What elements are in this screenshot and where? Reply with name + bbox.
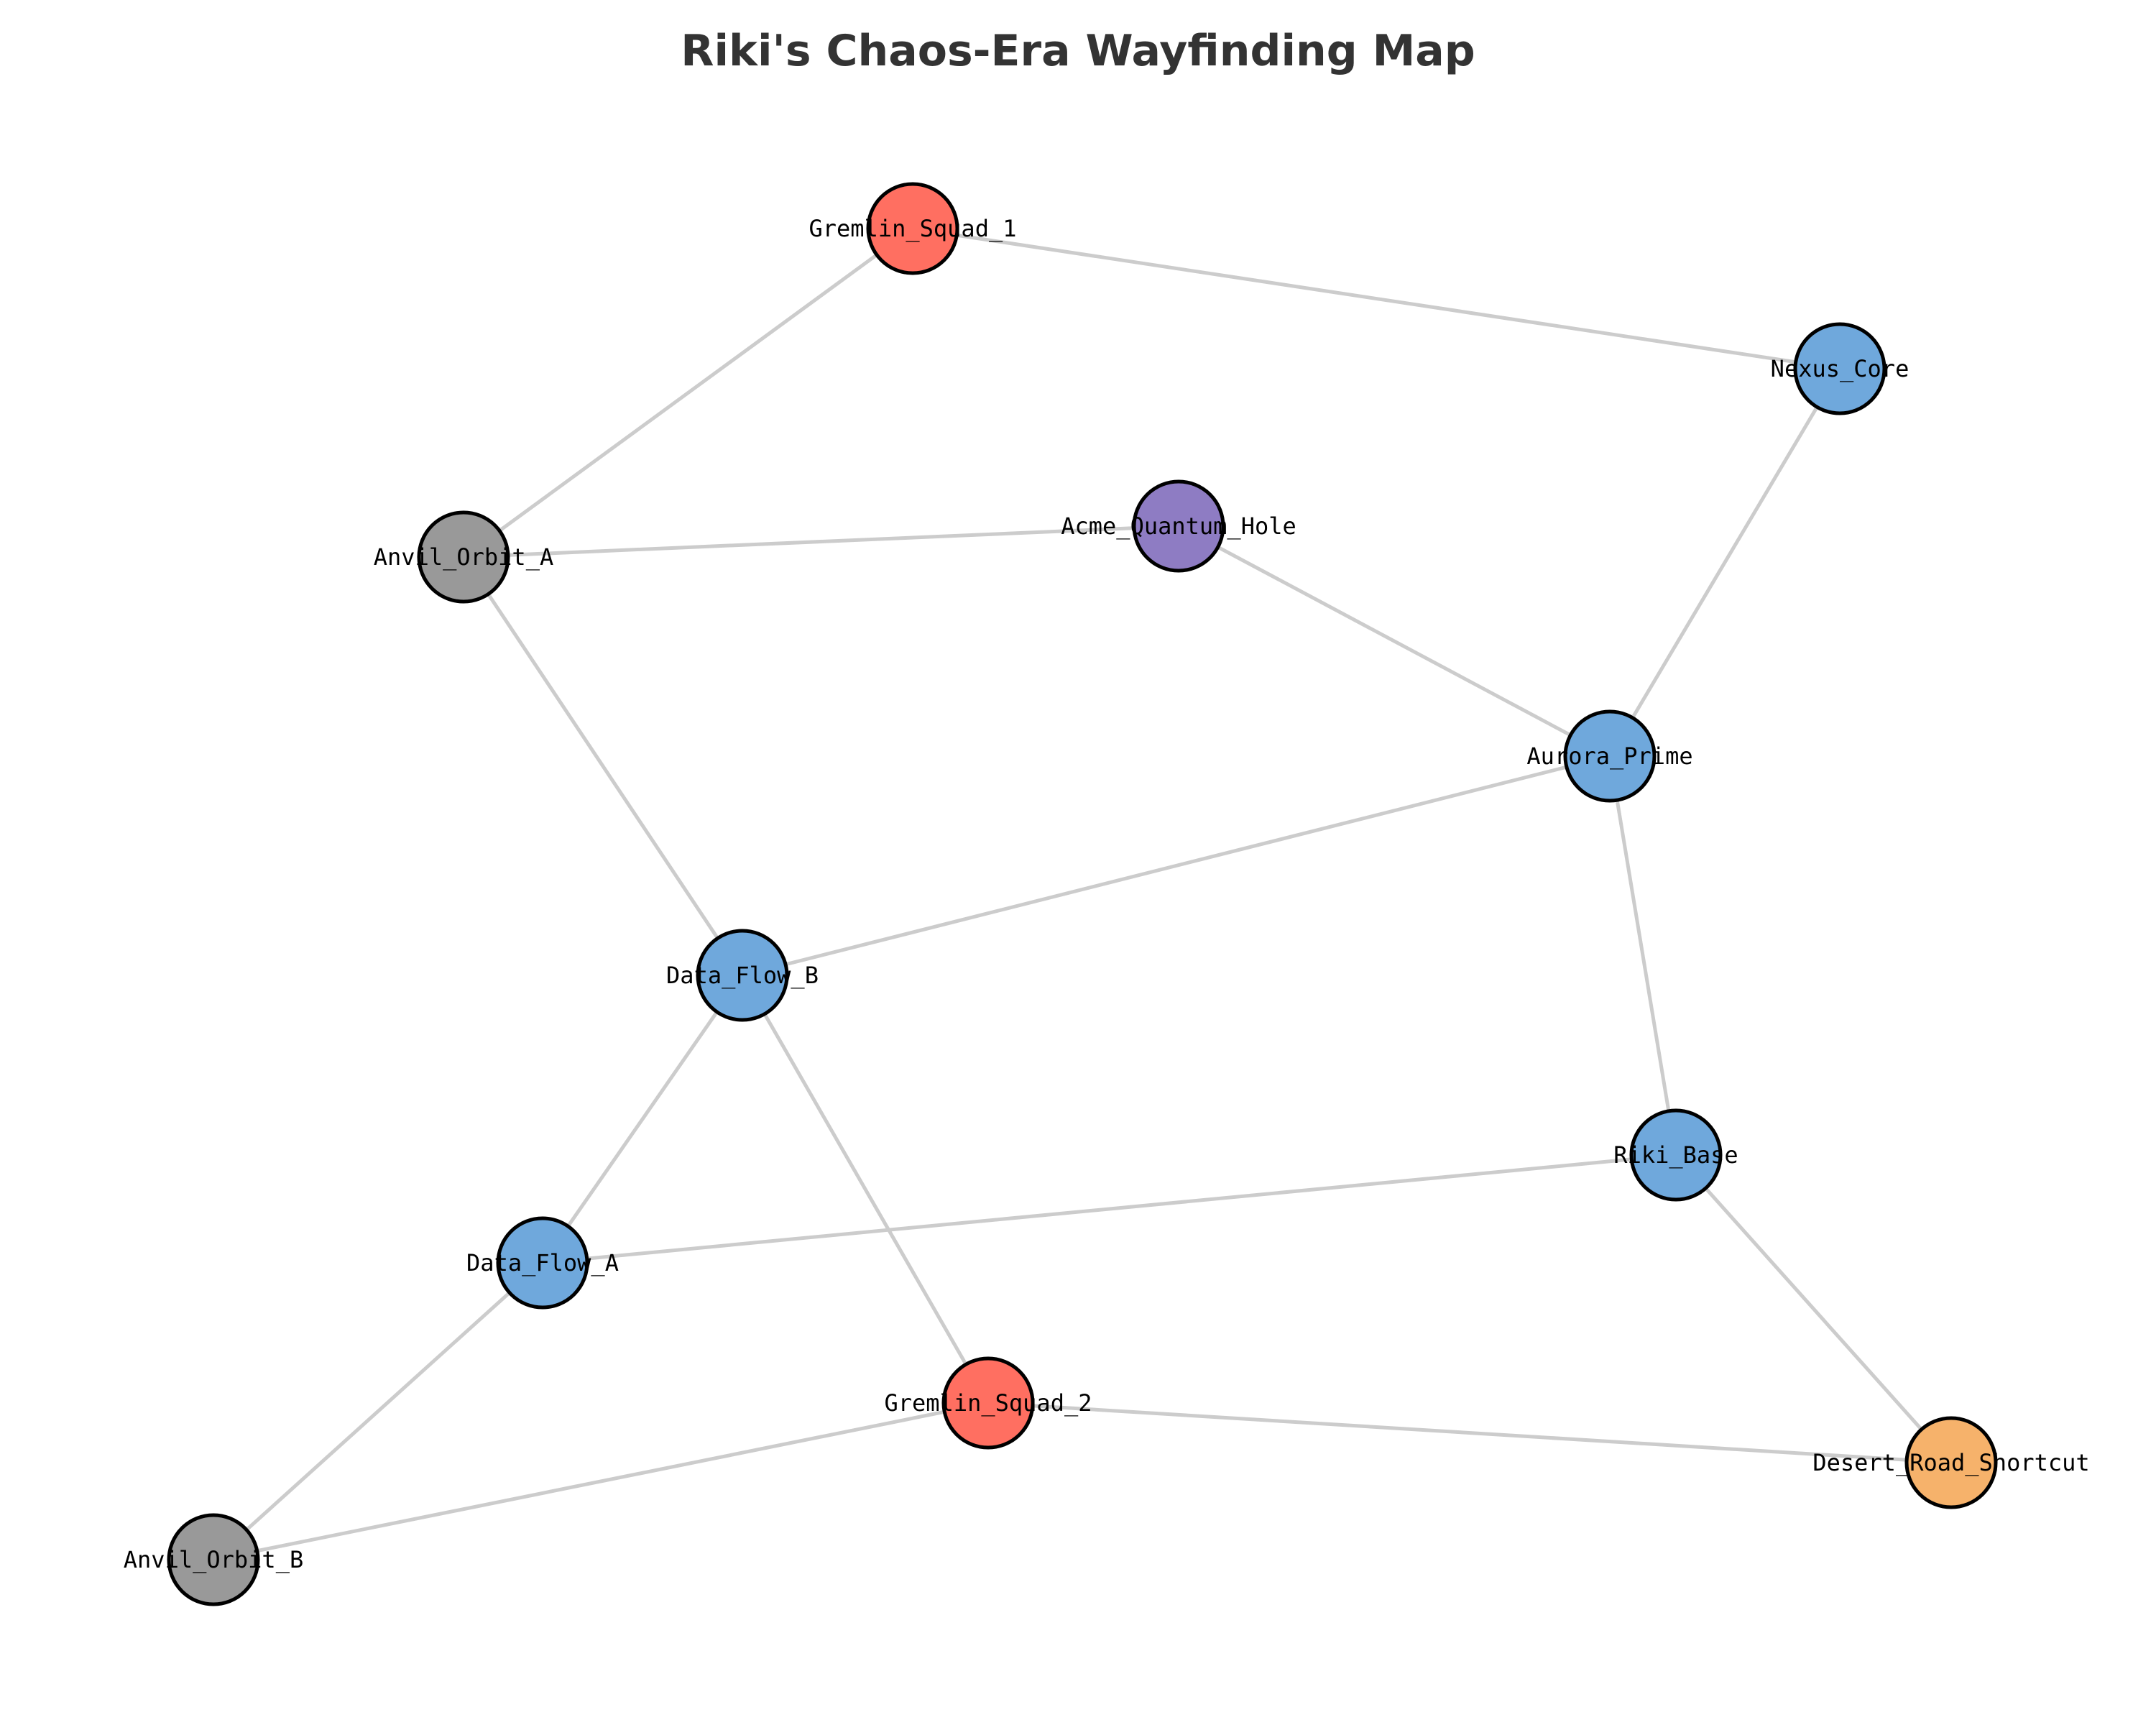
node-circle-gremlin-squad-2 <box>941 1356 1035 1450</box>
node-label-anvil-orbit-a: Anvil_Orbit_A <box>374 543 553 571</box>
node-circle-anvil-orbit-a <box>417 510 510 604</box>
node-label-anvil-orbit-b: Anvil_Orbit_B <box>124 1546 303 1573</box>
node-riki-base: Riki_Base <box>1613 1108 1738 1202</box>
node-circle-acme-quantum-hole <box>1132 479 1225 573</box>
edge-acme-quantum-hole-to-aurora-prime <box>1177 524 1611 758</box>
node-anvil-orbit-a: Anvil_Orbit_A <box>374 510 553 604</box>
node-data-flow-b: Data_Flow_B <box>666 929 819 1022</box>
edge-aurora-prime-to-data-flow-b <box>742 754 1611 978</box>
edge-aurora-prime-to-riki-base <box>1608 755 1678 1156</box>
node-label-riki-base: Riki_Base <box>1613 1141 1738 1169</box>
node-circle-riki-base <box>1629 1108 1723 1202</box>
node-aurora-prime: Aurora_Prime <box>1526 709 1693 803</box>
edge-anvil-orbit-a-to-acme-quantum-hole <box>463 524 1179 559</box>
node-label-data-flow-b: Data_Flow_B <box>666 962 819 989</box>
edges-layer <box>212 226 1953 1562</box>
nodes-layer: Gremlin_Squad_1 Nexus_Core Anvil_Orbit_A Ac… <box>124 182 2090 1606</box>
edge-gremlin-squad-2-to-desert-road-shortcut <box>987 1401 1952 1465</box>
node-label-nexus-core: Nexus_Core <box>1771 355 1909 382</box>
edge-data-flow-b-to-gremlin-squad-2 <box>740 974 990 1404</box>
node-data-flow-a: Data_Flow_A <box>466 1216 619 1310</box>
edge-riki-base-to-data-flow-a <box>542 1153 1677 1265</box>
node-circle-desert-road-shortcut <box>1904 1416 1998 1509</box>
node-label-acme-quantum-hole: Acme_Quantum_Hole <box>1061 512 1296 540</box>
edge-gremlin-squad-1-to-anvil-orbit-a <box>462 226 914 559</box>
node-circle-anvil-orbit-b <box>167 1513 260 1606</box>
node-anvil-orbit-b: Anvil_Orbit_B <box>124 1513 303 1606</box>
node-label-gremlin-squad-2: Gremlin_Squad_2 <box>885 1389 1092 1417</box>
node-nexus-core: Nexus_Core <box>1771 322 1909 415</box>
node-label-gremlin-squad-1: Gremlin_Squad_1 <box>809 215 1017 242</box>
node-gremlin-squad-1: Gremlin_Squad_1 <box>809 182 1017 275</box>
node-acme-quantum-hole: Acme_Quantum_Hole <box>1061 479 1296 573</box>
node-desert-road-shortcut: Desert_Road_Shortcut <box>1812 1416 2090 1509</box>
edge-riki-base-to-desert-road-shortcut <box>1674 1154 1953 1464</box>
edge-anvil-orbit-a-to-data-flow-b <box>461 556 745 977</box>
node-circle-nexus-core <box>1793 322 1886 415</box>
node-circle-data-flow-b <box>696 929 789 1022</box>
page-title: Riki's Chaos-Era Wayfinding Map <box>681 26 1475 76</box>
node-label-data-flow-a: Data_Flow_A <box>466 1249 619 1276</box>
edge-data-flow-b-to-data-flow-a <box>540 974 745 1264</box>
node-circle-aurora-prime <box>1563 709 1657 803</box>
edge-nexus-core-to-aurora-prime <box>1608 367 1842 758</box>
node-circle-data-flow-a <box>496 1216 589 1310</box>
node-gremlin-squad-2: Gremlin_Squad_2 <box>885 1356 1092 1450</box>
edge-data-flow-a-to-anvil-orbit-b <box>212 1261 544 1561</box>
node-label-desert-road-shortcut: Desert_Road_Shortcut <box>1812 1449 2089 1476</box>
node-label-aurora-prime: Aurora_Prime <box>1526 742 1692 770</box>
node-circle-gremlin-squad-1 <box>866 182 959 275</box>
edge-gremlin-squad-2-to-anvil-orbit-b <box>213 1401 989 1562</box>
edge-gremlin-squad-1-to-nexus-core <box>912 226 1841 371</box>
